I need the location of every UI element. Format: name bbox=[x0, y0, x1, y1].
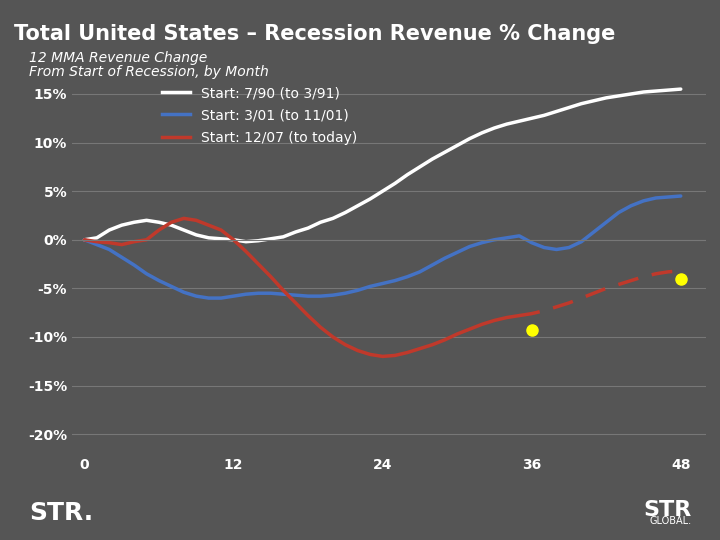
Text: 12 MMA Revenue Change: 12 MMA Revenue Change bbox=[29, 51, 207, 65]
Text: GLOBAL.: GLOBAL. bbox=[649, 516, 691, 526]
Text: Total United States – Recession Revenue % Change: Total United States – Recession Revenue … bbox=[14, 24, 616, 44]
Text: STR: STR bbox=[643, 500, 691, 521]
Text: From Start of Recession, by Month: From Start of Recession, by Month bbox=[29, 65, 269, 79]
Text: STR.: STR. bbox=[29, 501, 93, 525]
Legend: Start: 7/90 (to 3/91), Start: 3/01 (to 11/01), Start: 12/07 (to today): Start: 7/90 (to 3/91), Start: 3/01 (to 1… bbox=[155, 79, 364, 152]
